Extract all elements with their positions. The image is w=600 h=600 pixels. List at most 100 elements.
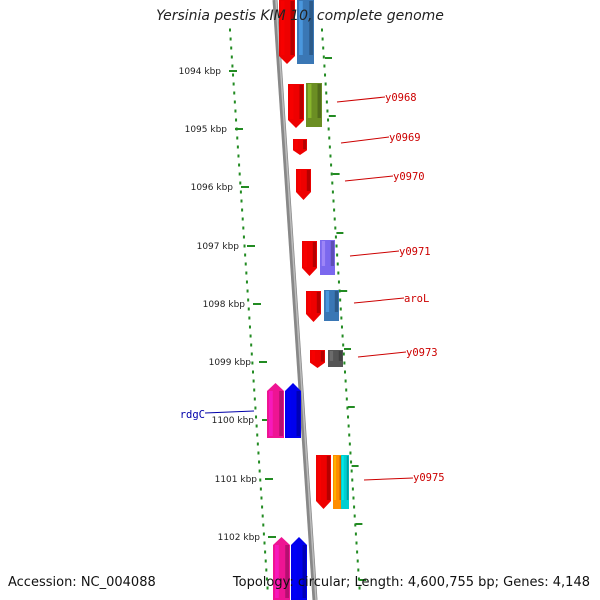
ruler-dot bbox=[250, 343, 253, 347]
ruler-dot bbox=[331, 181, 334, 185]
ruler-dot bbox=[337, 280, 340, 284]
ruler-dot bbox=[348, 442, 351, 446]
ruler-dot bbox=[242, 235, 245, 239]
ruler-dot bbox=[236, 136, 239, 140]
ruler-dot bbox=[244, 253, 247, 257]
ruler-dot bbox=[345, 388, 348, 392]
gene-y0968-red bbox=[288, 84, 304, 128]
ruler-dot bbox=[264, 550, 267, 554]
gene-arol-red bbox=[306, 291, 321, 322]
ruler: 1094 kbp 1095 kbp 1096 kbp 1097 kbp 1098 kbp… bbox=[179, 67, 276, 543]
tick-label: 1098 kbp bbox=[203, 300, 246, 310]
ruler-dot bbox=[260, 496, 263, 500]
ruler-dot bbox=[265, 577, 268, 581]
ruler-dot bbox=[322, 55, 325, 59]
ruler-dot bbox=[252, 370, 255, 374]
leader-line bbox=[344, 175, 394, 182]
ruler-dot bbox=[349, 451, 352, 455]
ruler-dot bbox=[351, 478, 354, 482]
gene-y0973-gray bbox=[328, 350, 343, 367]
ruler-dot bbox=[231, 64, 234, 68]
gene-y0971-violet bbox=[320, 240, 335, 275]
ruler-dot bbox=[240, 199, 243, 203]
ruler-dot bbox=[330, 163, 333, 167]
gene-label-y0975: y0975 bbox=[413, 472, 445, 484]
tick-label: 1100 kbp bbox=[212, 416, 255, 426]
ruler-dot bbox=[357, 577, 360, 581]
gene-red bbox=[279, 0, 295, 64]
genome-title: Yersinia pestis KIM 10, complete genome bbox=[156, 8, 444, 24]
leader-line bbox=[357, 351, 407, 358]
ruler-dot bbox=[342, 352, 345, 356]
ruler-dot bbox=[342, 343, 345, 347]
ruler-dot bbox=[324, 73, 327, 77]
leader-line bbox=[204, 410, 255, 414]
ruler-dot bbox=[251, 361, 254, 365]
ruler-dot bbox=[351, 487, 354, 491]
leader-line bbox=[363, 477, 414, 481]
ruler-dot bbox=[262, 532, 265, 536]
tick-label: 1101 kbp bbox=[215, 475, 258, 485]
ruler-dot bbox=[259, 478, 262, 482]
ruler-dot bbox=[337, 271, 340, 275]
ruler-dot bbox=[321, 37, 324, 41]
gene-y0973-red bbox=[310, 350, 325, 368]
ruler-dot bbox=[241, 217, 244, 221]
ruler-dot bbox=[350, 460, 353, 464]
gene-labels: y0968 y0969 y0970 y0971 aroL y0973 rdgC y0975 bbox=[180, 92, 445, 484]
ruler-dot bbox=[252, 379, 255, 383]
gene-label-rdgc: rdgC bbox=[180, 409, 205, 421]
ruler-dot bbox=[245, 271, 248, 275]
ruler-dot bbox=[235, 118, 238, 122]
gene-y0975-cyan bbox=[341, 455, 349, 509]
gene-rdgc-blue bbox=[285, 383, 301, 438]
ruler-dot bbox=[239, 190, 242, 194]
ruler-dot bbox=[238, 163, 241, 167]
ruler-dot bbox=[336, 262, 339, 266]
tick-label: 1099 kbp bbox=[209, 358, 252, 368]
ruler-dot bbox=[345, 397, 348, 401]
ruler-dot bbox=[328, 145, 331, 149]
tick-label: 1097 kbp bbox=[197, 242, 240, 252]
ruler-dot bbox=[256, 433, 259, 437]
ruler-dot bbox=[247, 307, 250, 311]
ruler-dot bbox=[333, 208, 336, 212]
ruler-dot bbox=[245, 280, 248, 284]
ruler-dot bbox=[325, 100, 328, 104]
ruler-dot bbox=[354, 532, 357, 536]
ruler-dot bbox=[238, 172, 241, 176]
ruler-dot bbox=[330, 172, 333, 176]
gene-y0970 bbox=[296, 169, 311, 200]
ruler-dot bbox=[343, 361, 346, 365]
tick-label: 1095 kbp bbox=[185, 125, 228, 135]
ruler-dot bbox=[237, 154, 240, 158]
ruler-dot bbox=[339, 307, 342, 311]
ruler-dot bbox=[248, 325, 251, 329]
ruler-dot bbox=[322, 46, 325, 50]
ruler-dot bbox=[258, 469, 261, 473]
gene-y0971-red bbox=[302, 241, 317, 276]
gene-y0975-orange bbox=[333, 455, 342, 509]
ruler-dot bbox=[355, 541, 358, 545]
gene-pink-bottom bbox=[273, 537, 290, 600]
ruler-dot bbox=[338, 289, 341, 293]
ruler-dot bbox=[229, 37, 232, 41]
ruler-dot bbox=[230, 46, 233, 50]
ruler-dot bbox=[255, 424, 258, 428]
gene-label-y0973: y0973 bbox=[406, 347, 438, 359]
gene-label-y0970: y0970 bbox=[393, 171, 425, 183]
ruler-dot bbox=[254, 406, 257, 410]
genome-summary: Topology: circular; Length: 4,600,755 bp… bbox=[232, 575, 590, 590]
tick-label: 1094 kbp bbox=[179, 67, 222, 77]
ruler-dot bbox=[328, 136, 331, 140]
ruler-dot bbox=[255, 415, 258, 419]
accession-text: Accession: NC_004088 bbox=[8, 575, 156, 590]
ruler-dot bbox=[352, 496, 355, 500]
ruler-dot bbox=[264, 559, 267, 563]
ruler-dot bbox=[233, 91, 236, 95]
ruler-dot bbox=[259, 487, 262, 491]
ruler-dot bbox=[339, 298, 342, 302]
ruler-dot bbox=[266, 586, 269, 590]
backbone-line bbox=[272, 0, 318, 600]
